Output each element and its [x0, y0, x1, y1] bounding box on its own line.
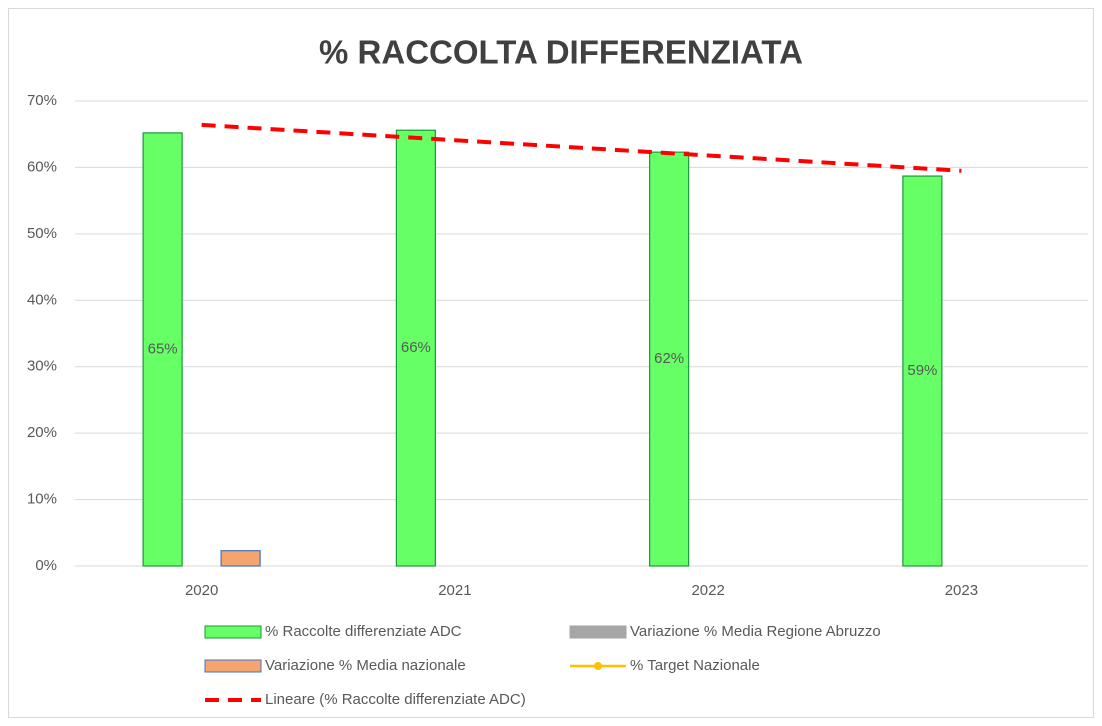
y-tick-label: 10% — [27, 491, 57, 508]
legend-label: % Raccolte differenziate ADC — [265, 623, 462, 640]
data-label: 62% — [654, 350, 684, 367]
legend-label: Variazione % Media nazionale — [265, 657, 466, 674]
y-tick-label: 30% — [27, 358, 57, 375]
bar — [902, 175, 943, 567]
y-tick-label: 0% — [35, 557, 57, 574]
trend-line — [201, 122, 962, 173]
y-tick-label: 60% — [27, 158, 57, 175]
data-label: 66% — [401, 339, 431, 356]
legend-swatch — [204, 659, 262, 673]
y-tick-label: 70% — [27, 92, 57, 109]
legend-label: Lineare (% Raccolte differenziate ADC) — [265, 691, 526, 708]
x-tick-label: 2020 — [185, 582, 218, 599]
data-label: 59% — [907, 362, 937, 379]
legend-marker — [594, 662, 602, 670]
bar — [649, 151, 690, 567]
x-tick-label: 2021 — [438, 582, 471, 599]
chart-title: % RACCOLTA DIFFERENZIATA — [319, 34, 803, 71]
legend-label: % Target Nazionale — [630, 657, 760, 674]
bar — [142, 132, 183, 567]
data-label: 65% — [148, 340, 178, 357]
bar — [220, 550, 261, 567]
x-tick-label: 2023 — [945, 582, 978, 599]
legend-swatch — [204, 625, 262, 639]
y-tick-label: 20% — [27, 424, 57, 441]
legend-label: Variazione % Media Regione Abruzzo — [630, 623, 881, 640]
legend-swatch — [569, 625, 627, 639]
bar — [395, 129, 436, 567]
x-tick-label: 2022 — [691, 582, 724, 599]
y-tick-label: 40% — [27, 291, 57, 308]
y-tick-label: 50% — [27, 225, 57, 242]
